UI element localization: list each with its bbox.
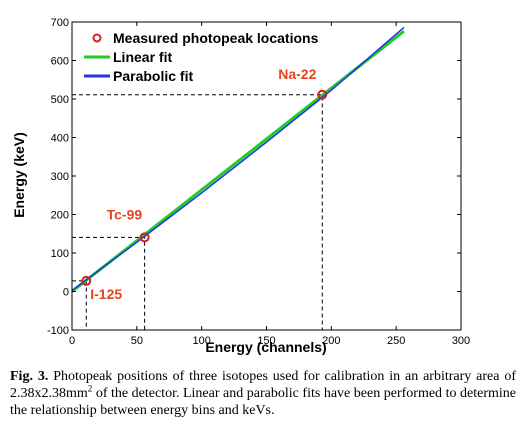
y-tick-label: 700 (51, 17, 69, 29)
chart-figure: 0 50 100 150 200 250 300 -100 0 100 200 300 400 500 60… (11, 17, 470, 355)
x-axis-title: Energy (channels) (205, 339, 326, 355)
legend-label-parabolic: Parabolic fit (113, 68, 193, 84)
guide-line (72, 236, 146, 330)
caption-label: Fig. 3. (10, 369, 49, 384)
x-tick-label: 300 (452, 335, 470, 347)
legend-marker-measured (92, 33, 102, 43)
y-tick-label: 600 (51, 56, 69, 68)
x-tick-label: 150 (257, 335, 275, 347)
y-tick-label: 100 (51, 248, 69, 260)
measured-point (317, 89, 328, 100)
x-tick-label: 250 (387, 335, 405, 347)
caption-superscript: 2 (87, 383, 93, 394)
caption-text-2: of the detector. Linear and parabolic fi… (10, 386, 516, 418)
x-tick-label: 0 (69, 335, 75, 347)
x-tick-label: 50 (131, 335, 143, 347)
isotope-label: Na-22 (278, 66, 316, 82)
y-tick-label: 300 (51, 171, 69, 183)
y-tick-label: 500 (51, 94, 69, 106)
parabolic-fit-line (71, 26, 405, 291)
figure-caption: Fig. 3. Photopeak positions of three iso… (10, 368, 516, 419)
y-axis-title: Energy (keV) (11, 132, 27, 218)
y-tick-label: 200 (51, 210, 69, 222)
y-tick-label: 400 (51, 133, 69, 145)
caption-text-1: Photopeak positions of three isotopes us… (10, 369, 517, 401)
measured-point (81, 275, 92, 286)
legend-label-linear: Linear fit (113, 49, 172, 65)
x-tick-label: 200 (322, 335, 340, 347)
measured-point (139, 232, 150, 243)
x-tick-label: 100 (192, 335, 210, 347)
legend: Measured photopeak locations Linear fit … (84, 30, 319, 84)
legend-label-measured: Measured photopeak locations (113, 30, 319, 46)
y-tick-label: 0 (63, 287, 69, 299)
guide-line (72, 94, 323, 330)
isotope-label: Tc-99 (107, 206, 143, 222)
chart-canvas: 0 50 100 150 200 250 300-100010020030040050060… (11, 17, 470, 355)
isotope-label: I-125 (90, 286, 122, 302)
y-tick-label: -100 (47, 325, 69, 337)
